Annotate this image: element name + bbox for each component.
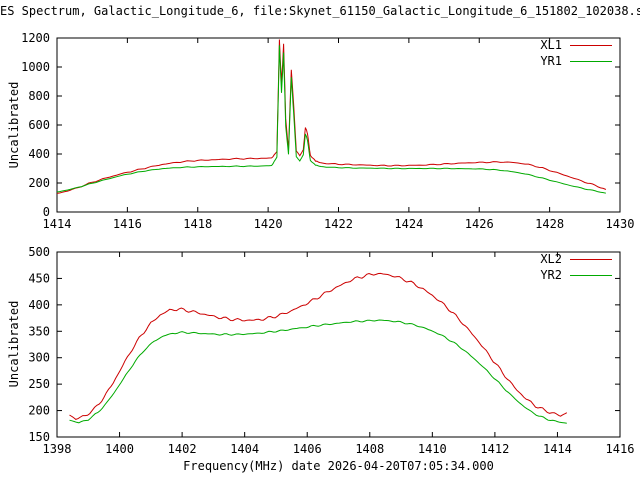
legend-line-sample-yr2 (570, 274, 612, 276)
svg-text:1410: 1410 (418, 442, 447, 456)
svg-text:1398: 1398 (43, 442, 72, 456)
svg-text:1414: 1414 (43, 217, 72, 231)
svg-text:350: 350 (28, 324, 50, 338)
svg-text:1402: 1402 (168, 442, 197, 456)
legend-label-xl1: XL1 (540, 38, 562, 52)
chart-title: ES Spectrum, Galactic_Longitude_6, file:… (0, 4, 640, 18)
svg-text:500: 500 (28, 245, 50, 259)
svg-text:1404: 1404 (230, 442, 259, 456)
x-axis-label: Frequency(MHz) date 2026-04-20T07:05:34.… (183, 459, 494, 473)
svg-text:1424: 1424 (394, 217, 423, 231)
svg-text:1000: 1000 (21, 60, 50, 74)
svg-text:1428: 1428 (535, 217, 564, 231)
svg-text:400: 400 (28, 298, 50, 312)
svg-text:1200: 1200 (21, 31, 50, 45)
svg-text:1418: 1418 (183, 217, 212, 231)
legend-line-sample-xl1 (570, 44, 612, 46)
svg-text:250: 250 (28, 377, 50, 391)
svg-text:600: 600 (28, 118, 50, 132)
legend-label-yr2: YR2 (540, 268, 562, 282)
svg-text:400: 400 (28, 147, 50, 161)
legend-entry-xl1: XL1 (540, 38, 612, 52)
svg-text:1420: 1420 (254, 217, 283, 231)
svg-text:1400: 1400 (105, 442, 134, 456)
legend-line-sample-xl2 (570, 258, 612, 260)
svg-text:150: 150 (28, 430, 50, 444)
svg-text:0: 0 (43, 205, 50, 219)
legend-label-yr1: YR1 (540, 54, 562, 68)
legend-entry-yr2: YR2 (540, 268, 612, 282)
top-legend: XL1 YR1 (540, 38, 612, 68)
bottom-legend: XL2 YR2 (540, 252, 612, 282)
bottom-y-axis-label: Uncalibrated (7, 300, 21, 388)
top-y-axis-label: Uncalibrated (7, 81, 21, 169)
svg-text:1426: 1426 (465, 217, 494, 231)
legend-entry-xl2: XL2 (540, 252, 612, 266)
svg-text:1416: 1416 (606, 442, 635, 456)
svg-text:1430: 1430 (606, 217, 635, 231)
svg-text:1416: 1416 (113, 217, 142, 231)
legend-line-sample-yr1 (570, 60, 612, 62)
svg-text:300: 300 (28, 351, 50, 365)
svg-text:200: 200 (28, 176, 50, 190)
legend-entry-yr1: YR1 (540, 54, 612, 68)
svg-text:200: 200 (28, 404, 50, 418)
svg-text:1414: 1414 (543, 442, 572, 456)
legend-label-xl2: XL2 (540, 252, 562, 266)
svg-text:1422: 1422 (324, 217, 353, 231)
svg-text:450: 450 (28, 271, 50, 285)
svg-text:800: 800 (28, 89, 50, 103)
svg-text:1412: 1412 (480, 442, 509, 456)
svg-text:1406: 1406 (293, 442, 322, 456)
svg-text:1408: 1408 (355, 442, 384, 456)
